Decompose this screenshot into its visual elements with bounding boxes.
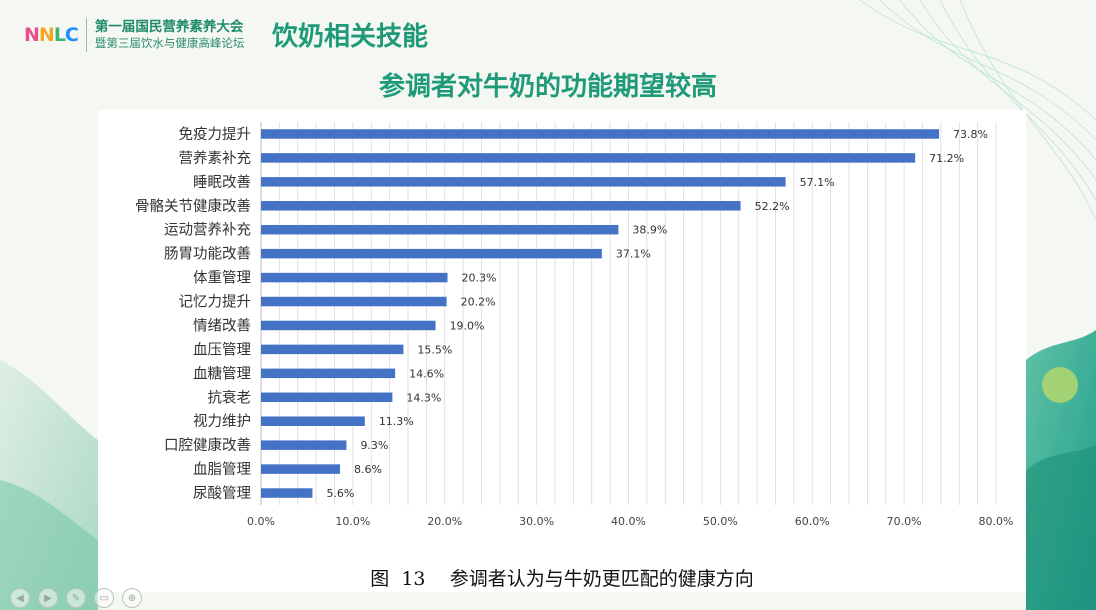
data-label: 5.6%: [326, 487, 354, 500]
data-label: 52.2%: [755, 200, 790, 213]
slide-subtitle: 参调者对牛奶的功能期望较高: [378, 72, 717, 102]
logo-letter-4: C: [64, 24, 79, 46]
bar: [261, 272, 448, 283]
x-tick-label: 10.0%: [335, 515, 370, 528]
figure-caption: 图 13 参调者认为与牛奶更匹配的健康方向: [98, 564, 1026, 591]
category-label: 视力维护: [193, 413, 251, 430]
figure-caption-text: 参调者认为与牛奶更匹配的健康方向: [449, 568, 754, 590]
category-label: 记忆力提升: [179, 294, 252, 311]
page-title: 饮奶相关技能: [272, 22, 429, 52]
category-label: 运动营养补充: [164, 222, 251, 239]
category-label: 免疫力提升: [179, 126, 252, 143]
bar: [261, 416, 365, 426]
category-label: 肠胃功能改善: [164, 246, 251, 263]
category-label: 睡眠改善: [193, 174, 251, 191]
bar: [261, 201, 741, 211]
bar: [261, 129, 940, 139]
bar: [261, 464, 341, 474]
bar: [261, 248, 602, 259]
bar: [261, 320, 436, 331]
edit-icon[interactable]: ✎: [66, 588, 86, 608]
category-label: 口腔健康改善: [164, 437, 251, 454]
data-label: 19.0%: [450, 319, 485, 332]
x-tick-label: 40.0%: [611, 515, 646, 528]
conference-logo: NNLC 第一届国民营养素养大会 暨第三届饮水与健康高峰论坛: [24, 18, 244, 52]
bar: [261, 488, 313, 498]
x-tick-label: 0.0%: [247, 515, 275, 528]
conference-subname: 暨第三届饮水与健康高峰论坛: [94, 36, 245, 50]
figure-label: 图 13: [370, 568, 426, 590]
logo-letter-2: N: [38, 24, 55, 46]
category-label: 抗衰老: [208, 389, 252, 406]
category-label: 血压管理: [193, 341, 251, 358]
data-label: 11.3%: [379, 415, 414, 428]
bar: [261, 368, 396, 379]
slide-nav: ◀ ▶ ✎ ▭ ⊕: [10, 588, 142, 608]
category-label: 骨骼关节健康改善: [135, 198, 251, 215]
next-icon[interactable]: ▶: [38, 588, 58, 608]
nnlc-logo: NNLC: [24, 24, 79, 46]
data-label: 8.6%: [354, 463, 382, 476]
category-label: 情绪改善: [193, 317, 251, 334]
bar: [261, 224, 619, 235]
data-label: 20.3%: [462, 272, 497, 285]
category-label: 营养素补充: [179, 150, 252, 167]
chart-panel: 免疫力提升 73.8% 营养素补充 71.2% 睡眠改善 57.1% 骨骼关节健康改善 52.…: [98, 110, 1026, 592]
data-label: 14.3%: [406, 391, 441, 404]
bar: [261, 344, 404, 355]
x-tick-label: 20.0%: [427, 515, 462, 528]
x-tick-label: 30.0%: [519, 515, 554, 528]
menu-icon[interactable]: ▭: [94, 588, 114, 608]
bar-chart: 免疫力提升 73.8% 营养素补充 71.2% 睡眠改善 57.1% 骨骼关节健康改善 52.…: [135, 122, 1014, 528]
data-label: 37.1%: [616, 248, 651, 261]
logo-letter-3: L: [53, 24, 66, 46]
bar: [261, 296, 447, 307]
x-tick-label: 60.0%: [795, 515, 830, 528]
bar: [261, 392, 393, 403]
data-label: 20.2%: [461, 296, 496, 309]
data-label: 57.1%: [800, 176, 835, 189]
data-label: 73.8%: [953, 128, 988, 141]
category-label: 血脂管理: [193, 461, 251, 478]
conference-name: 第一届国民营养素养大会: [94, 19, 244, 35]
category-label: 体重管理: [193, 270, 251, 287]
x-tick-label: 70.0%: [887, 515, 922, 528]
x-tick-label: 50.0%: [703, 515, 738, 528]
logo-divider: [85, 18, 87, 52]
bar: [261, 153, 916, 163]
data-label: 38.9%: [632, 224, 667, 237]
x-tick-label: 80.0%: [979, 515, 1014, 528]
data-label: 15.5%: [417, 343, 452, 356]
data-label: 71.2%: [929, 152, 964, 165]
bar: [261, 440, 347, 450]
prev-icon[interactable]: ◀: [10, 588, 30, 608]
logo-letter-1: N: [24, 24, 40, 46]
data-label: 14.6%: [409, 367, 444, 380]
category-label: 尿酸管理: [193, 485, 251, 502]
bar: [261, 177, 786, 187]
zoom-icon[interactable]: ⊕: [122, 588, 142, 608]
category-label: 血糖管理: [193, 365, 251, 382]
data-label: 9.3%: [360, 439, 388, 452]
